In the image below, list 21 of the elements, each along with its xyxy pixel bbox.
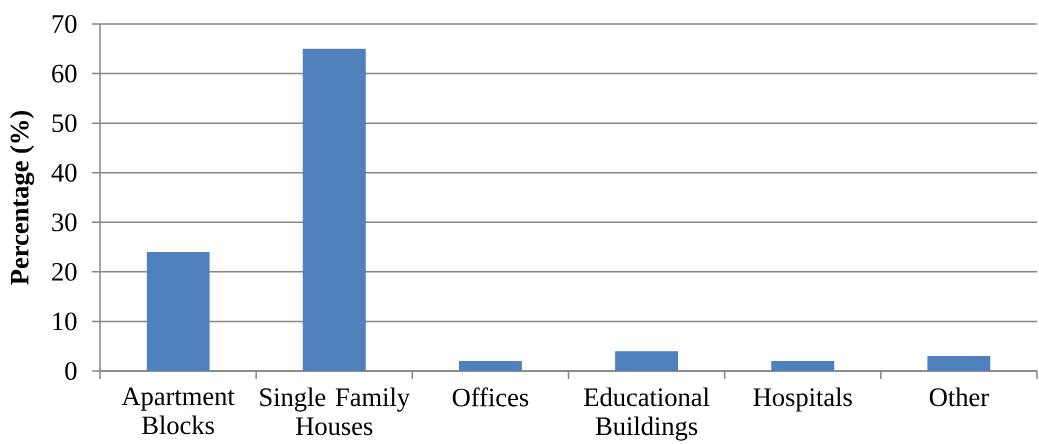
x-tick-label: Educational Buildings: [584, 387, 710, 441]
x-tick-label: Single Family Houses: [260, 387, 410, 436]
y-tick-label: 30: [52, 213, 77, 232]
x-tick-label: Offices: [452, 387, 529, 407]
x-tick-label: Other: [929, 387, 989, 407]
y-tick-label: 50: [52, 114, 77, 133]
bar: [927, 356, 991, 371]
bar: [302, 48, 366, 371]
bar: [615, 351, 679, 371]
x-tick-label: Apartment Blocks: [121, 387, 235, 435]
bar: [146, 252, 210, 371]
y-tick-label: 40: [51, 163, 77, 182]
bar: [458, 361, 522, 371]
y-tick-label: 0: [65, 362, 77, 380]
x-tick-label: Hospitals: [753, 387, 852, 412]
y-tick-label: 70: [52, 15, 77, 33]
y-tick-label: 60: [52, 64, 77, 83]
y-axis-title: Percentage (%): [9, 110, 35, 285]
y-tick-label: 20: [52, 262, 77, 281]
y-tick-label: 10: [53, 312, 77, 331]
bar: [771, 361, 835, 371]
